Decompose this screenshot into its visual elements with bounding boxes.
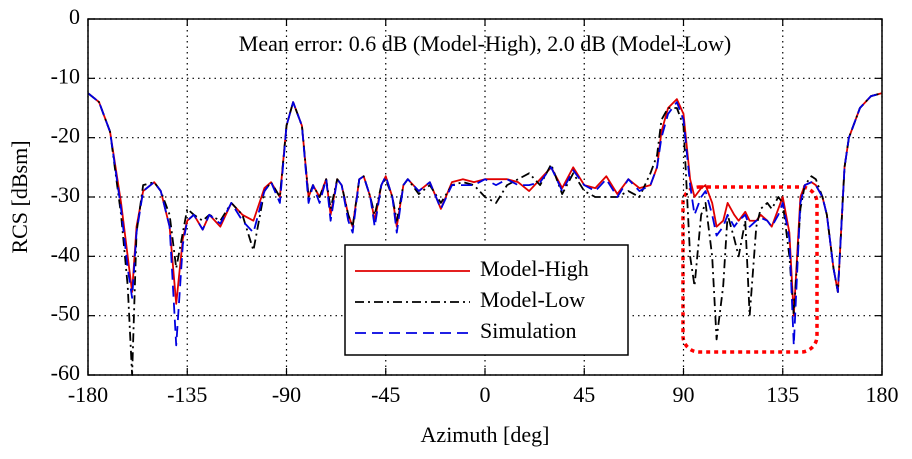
highlight-box (681, 185, 819, 354)
legend-box (344, 244, 629, 356)
x-axis-label: Azimuth [deg] (421, 422, 550, 447)
y-tick-label: -20 (51, 123, 80, 148)
y-tick-label: -30 (51, 182, 80, 207)
plot-frame (87, 18, 883, 376)
x-tick-label: 45 (573, 382, 595, 407)
y-tick-label: 0 (69, 4, 80, 29)
legend-label: Model-High (480, 256, 589, 281)
legend-label: Model-Low (480, 287, 585, 312)
x-tick-label: -90 (272, 382, 301, 407)
series-line (87, 92, 883, 376)
series-line (87, 92, 883, 347)
y-tick-label: -50 (51, 301, 80, 326)
x-tick-label: 90 (673, 382, 695, 407)
y-tick-label: -60 (51, 360, 80, 385)
annotation: Mean error: 0.6 dB (Model-High), 2.0 dB … (239, 31, 731, 56)
x-tick-label: -45 (371, 382, 400, 407)
legend: Model-High Model-Low Simulation (344, 244, 629, 356)
x-tick-label: 135 (766, 382, 799, 407)
y-axis-label: RCS [dBsm] (7, 140, 32, 253)
y-tick-label: -40 (51, 241, 80, 266)
legend-label: Simulation (480, 318, 577, 343)
x-tick-label: -180 (68, 382, 108, 407)
x-tick-label: -135 (167, 382, 207, 407)
x-tick-label: 180 (866, 382, 899, 407)
y-tick-label: -10 (51, 63, 80, 88)
x-tick-label: 0 (480, 382, 491, 407)
